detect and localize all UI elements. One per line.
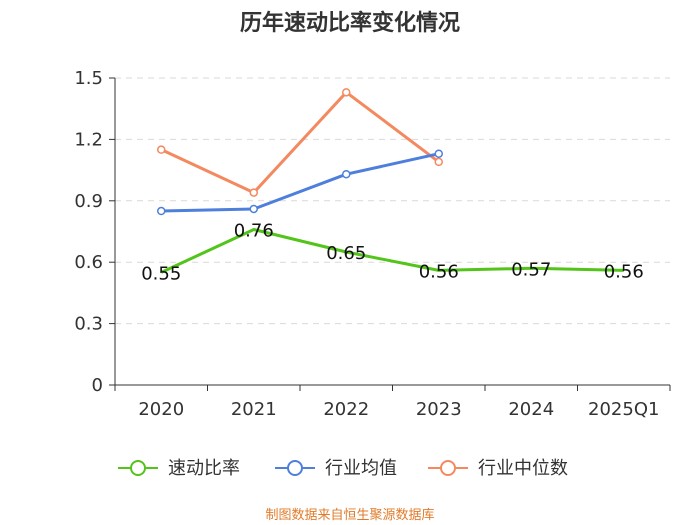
- series-point-2: [157, 145, 166, 154]
- legend-label: 速动比率: [168, 458, 240, 479]
- series-point-1: [342, 169, 351, 179]
- x-tick-label: 2023: [416, 399, 462, 420]
- axes: [114, 78, 670, 386]
- data-label: 0.76: [234, 220, 274, 241]
- gridlines: [115, 77, 670, 325]
- y-tick-label: 1.5: [74, 68, 103, 89]
- legend-swatch-marker: [130, 460, 146, 476]
- data-labels: 0.55 0.76 0.65 0.56 0.57 0.56: [141, 220, 644, 284]
- series-line-2: [160, 90, 440, 195]
- series-point-2: [342, 88, 351, 97]
- series-point-1: [434, 149, 443, 158]
- series-point-1: [157, 206, 166, 216]
- data-label: 0.55: [141, 263, 181, 284]
- series-point-1: [249, 204, 258, 214]
- source-note: 制图数据来自恒生聚源数据库: [265, 507, 434, 523]
- series-line-1: [161, 152, 440, 213]
- legend: 速动比率 行业均值 行业中位数: [118, 458, 568, 479]
- data-label: 0.56: [604, 261, 644, 282]
- x-tick-label: 2021: [231, 399, 277, 420]
- y-axis-ticks: 0 0.3 0.6 0.9 1.2 1.5: [74, 68, 115, 396]
- y-tick-label: 1.2: [74, 129, 103, 150]
- y-tick-label: 0: [92, 375, 103, 396]
- y-tick-label: 0.3: [74, 314, 103, 335]
- legend-swatch-marker: [287, 460, 303, 476]
- x-tick-label: 2025Q1: [588, 399, 659, 420]
- series-line-0: [160, 228, 624, 274]
- y-tick-label: 0.9: [74, 191, 103, 212]
- data-label: 0.57: [511, 259, 551, 280]
- series-point-2: [249, 188, 258, 197]
- x-axis-ticks: 2020 2021 2022 2023 2024 2025Q1: [114, 385, 671, 420]
- x-tick-label: 2022: [323, 399, 369, 420]
- chart-title: 历年速动比率变化情况: [240, 10, 460, 36]
- legend-label: 行业均值: [325, 458, 397, 479]
- y-tick-label: 0.6: [74, 252, 103, 273]
- legend-label: 行业中位数: [478, 458, 568, 479]
- legend-swatch-marker: [440, 460, 456, 476]
- x-tick-label: 2020: [138, 399, 184, 420]
- x-tick-label: 2024: [508, 399, 554, 420]
- data-label: 0.56: [419, 261, 459, 282]
- data-label: 0.65: [326, 243, 366, 264]
- series: [157, 88, 624, 274]
- series-point-2: [434, 157, 443, 167]
